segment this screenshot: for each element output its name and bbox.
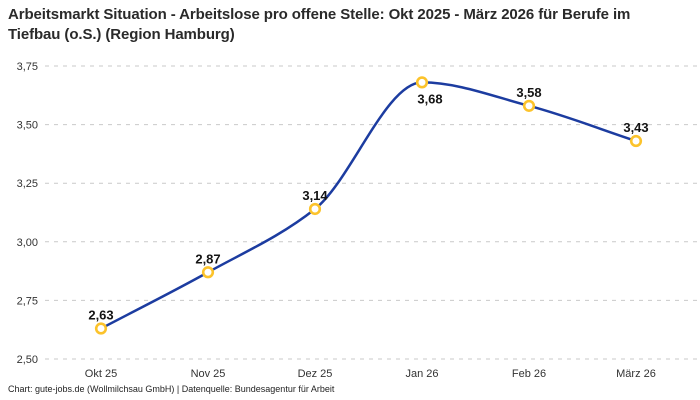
data-point-label: 3,43 — [623, 120, 648, 135]
data-point-marker — [415, 76, 429, 89]
x-axis-tick-label: Okt 25 — [85, 368, 117, 380]
x-axis-tick-label: Dez 25 — [298, 368, 333, 380]
data-point-label: 3,68 — [417, 91, 442, 106]
data-point-marker — [94, 322, 108, 335]
chart-source-caption: Chart: gute-jobs.de (Wollmilchsau GmbH) … — [8, 384, 335, 394]
data-point-label: 2,63 — [88, 308, 113, 323]
x-axis-tick-label: Jan 26 — [405, 368, 438, 380]
data-point-marker — [522, 99, 536, 112]
x-axis-tick-label: März 26 — [616, 368, 656, 380]
data-point-label: 3,14 — [302, 188, 328, 203]
data-point-label: 2,87 — [195, 251, 220, 266]
y-axis-tick-label: 2,50 — [17, 354, 38, 366]
y-axis-tick-label: 3,75 — [17, 61, 38, 73]
chart-title: Arbeitsmarkt Situation - Arbeitslose pro… — [8, 6, 631, 43]
data-line — [99, 81, 638, 330]
data-point-marker — [201, 266, 215, 279]
y-axis-tick-label: 3,25 — [17, 178, 38, 190]
y-axis-tick-label: 3,00 — [17, 237, 38, 249]
x-axis-tick-label: Nov 25 — [191, 368, 226, 380]
data-point-marker — [308, 202, 322, 216]
data-point-marker — [629, 134, 643, 148]
y-axis-tick-label: 3,50 — [17, 120, 38, 132]
x-axis-tick-label: Feb 26 — [512, 368, 546, 380]
data-point-label: 3,58 — [516, 85, 541, 100]
y-axis-tick-label: 2,75 — [17, 295, 38, 307]
